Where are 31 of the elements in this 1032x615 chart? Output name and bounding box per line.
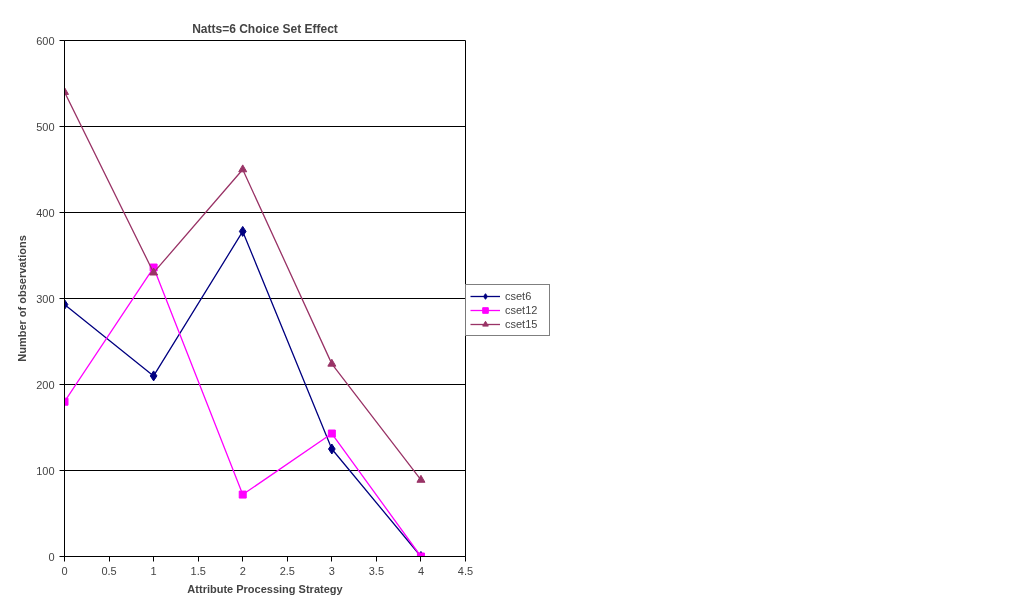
y-tick-label: 200 xyxy=(36,378,55,391)
x-tick-label: 3 xyxy=(328,564,335,577)
point xyxy=(149,370,158,382)
x-tick-label: 1.5 xyxy=(190,564,206,577)
x-tick-label: 4 xyxy=(417,564,425,577)
y-tick-label: 500 xyxy=(36,120,55,133)
point xyxy=(149,267,159,276)
y-tick-label: 400 xyxy=(36,206,55,219)
point xyxy=(238,225,247,237)
point xyxy=(327,358,337,367)
legend-label: cset12 xyxy=(505,303,539,317)
x-tick-label: 2 xyxy=(239,564,246,577)
y-tick-label: 100 xyxy=(36,464,55,477)
x-tick-label: 0.5 xyxy=(101,564,117,577)
y-tick-label: 600 xyxy=(36,34,55,47)
x-tick-label: 4.5 xyxy=(457,564,474,577)
x-tick-label: 2.5 xyxy=(279,564,295,577)
chart-title: Natts=6 Choice Set Effect xyxy=(192,21,338,36)
legend-label: cset15 xyxy=(505,317,539,331)
y-tick-label: 0 xyxy=(48,550,55,563)
point xyxy=(416,474,426,483)
point xyxy=(327,429,336,438)
x-tick-label: 0 xyxy=(61,564,68,577)
x-tick-label: 1 xyxy=(150,564,157,577)
legend-label: cset6 xyxy=(505,289,533,303)
y-axis-title: Number of observations xyxy=(16,235,29,362)
point xyxy=(238,490,247,499)
x-tick-label: 3.5 xyxy=(368,564,385,577)
x-axis-title: Attribute Processing Strategy xyxy=(187,582,344,595)
point xyxy=(238,164,248,173)
y-tick-label: 300 xyxy=(36,292,55,305)
